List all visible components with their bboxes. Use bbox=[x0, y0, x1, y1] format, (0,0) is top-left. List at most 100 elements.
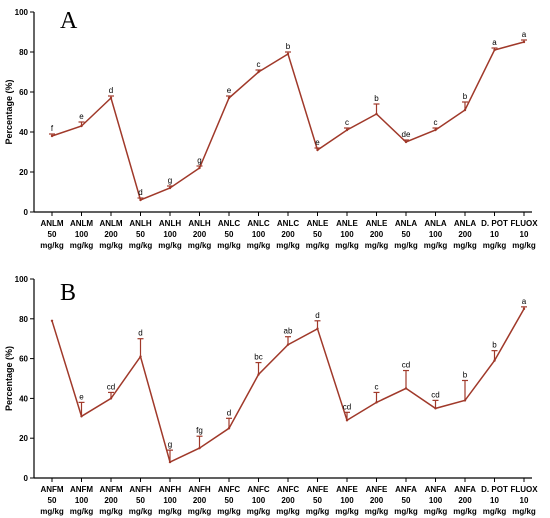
x-tick-label: mg/kg bbox=[70, 507, 94, 516]
significance-label: c bbox=[375, 382, 379, 391]
y-tick-label: 60 bbox=[19, 355, 28, 364]
data-point bbox=[434, 407, 437, 410]
significance-label: c bbox=[345, 118, 349, 127]
x-tick-label: ANFM bbox=[40, 485, 63, 494]
x-tick-label: ANFE bbox=[307, 485, 329, 494]
x-tick-label: ANFC bbox=[218, 485, 240, 494]
x-tick-label: mg/kg bbox=[217, 241, 241, 250]
data-point bbox=[109, 96, 113, 100]
significance-label: cd bbox=[343, 402, 351, 411]
x-tick-label: mg/kg bbox=[394, 241, 418, 250]
y-axis-title: Percentage (%) bbox=[4, 79, 14, 144]
y-tick-label: 0 bbox=[24, 208, 29, 217]
significance-label: cd bbox=[107, 382, 115, 391]
data-point bbox=[522, 307, 526, 311]
x-tick-label: mg/kg bbox=[129, 241, 153, 250]
x-tick-label: FLUOX bbox=[510, 219, 538, 228]
x-tick-label: 200 bbox=[193, 230, 207, 239]
data-point bbox=[375, 401, 378, 404]
x-tick-label: ANFM bbox=[70, 485, 93, 494]
data-point bbox=[404, 140, 408, 144]
x-tick-label: ANFH bbox=[129, 485, 151, 494]
data-point bbox=[493, 359, 496, 362]
y-tick-label: 40 bbox=[19, 128, 28, 137]
x-tick-label: mg/kg bbox=[306, 241, 330, 250]
x-tick-label: ANLA bbox=[395, 219, 417, 228]
data-point bbox=[198, 166, 201, 170]
x-tick-label: mg/kg bbox=[158, 241, 182, 250]
y-tick-label: 80 bbox=[19, 48, 28, 57]
data-point bbox=[50, 319, 54, 322]
x-tick-label: mg/kg bbox=[512, 241, 536, 250]
x-tick-label: mg/kg bbox=[188, 507, 212, 516]
data-point bbox=[139, 355, 142, 358]
x-tick-label: mg/kg bbox=[394, 507, 418, 516]
x-tick-label: 200 bbox=[370, 496, 384, 505]
x-tick-label: mg/kg bbox=[424, 507, 448, 516]
x-tick-label: 200 bbox=[281, 496, 295, 505]
x-tick-label: mg/kg bbox=[483, 241, 507, 250]
x-tick-label: mg/kg bbox=[365, 241, 389, 250]
data-point bbox=[257, 373, 260, 376]
data-point bbox=[50, 134, 54, 138]
x-tick-label: 10 bbox=[520, 496, 529, 505]
significance-label: de bbox=[402, 130, 411, 139]
x-tick-label: mg/kg bbox=[276, 241, 300, 250]
x-tick-label: mg/kg bbox=[424, 241, 448, 250]
x-tick-label: 50 bbox=[48, 496, 57, 505]
x-tick-label: ANFA bbox=[425, 485, 447, 494]
x-tick-label: ANFC bbox=[277, 485, 299, 494]
x-tick-label: D. POT bbox=[481, 219, 508, 228]
significance-label: g bbox=[197, 156, 201, 165]
significance-label: b bbox=[463, 370, 468, 379]
x-tick-label: mg/kg bbox=[306, 507, 330, 516]
x-tick-label: ANLM bbox=[99, 219, 122, 228]
x-tick-label: mg/kg bbox=[365, 507, 389, 516]
significance-label: f bbox=[51, 124, 54, 133]
x-tick-label: mg/kg bbox=[99, 241, 123, 250]
data-point bbox=[316, 148, 319, 152]
data-point bbox=[345, 419, 349, 422]
data-point bbox=[80, 124, 83, 128]
x-tick-label: 50 bbox=[136, 496, 145, 505]
x-tick-label: 100 bbox=[429, 230, 443, 239]
x-tick-label: 100 bbox=[340, 230, 354, 239]
significance-label: e bbox=[315, 138, 320, 147]
x-tick-label: 50 bbox=[402, 496, 411, 505]
data-point bbox=[522, 40, 526, 44]
x-tick-label: FLUOX bbox=[510, 485, 538, 494]
panel-b: B 0 20 40 60 80 100 Percentage (%) ANFM 50 mg/kg AN… bbox=[4, 275, 538, 516]
significance-label: b bbox=[374, 94, 379, 103]
y-tick-label: 40 bbox=[19, 394, 28, 403]
x-tick-label: ANFE bbox=[336, 485, 358, 494]
x-tick-label: mg/kg bbox=[40, 241, 64, 250]
significance-label: d bbox=[138, 329, 142, 338]
y-tick-label: 100 bbox=[15, 275, 29, 284]
y-axis-title: Percentage (%) bbox=[4, 346, 14, 411]
x-tick-label: mg/kg bbox=[453, 507, 477, 516]
x-tick-label: mg/kg bbox=[335, 241, 359, 250]
data-point bbox=[434, 128, 437, 132]
x-tick-label: ANFA bbox=[395, 485, 417, 494]
y-tick-label: 0 bbox=[24, 474, 29, 483]
significance-label: c bbox=[434, 118, 438, 127]
x-tick-label: 50 bbox=[136, 230, 145, 239]
x-tick-label: 100 bbox=[429, 496, 443, 505]
data-point bbox=[286, 343, 290, 346]
x-tick-label: 100 bbox=[252, 496, 266, 505]
significance-label: b bbox=[492, 341, 497, 350]
x-tick-label: 10 bbox=[520, 230, 529, 239]
significance-label: a bbox=[492, 38, 497, 47]
x-tick-label: ANFA bbox=[454, 485, 476, 494]
x-tick-label: mg/kg bbox=[276, 507, 300, 516]
x-tick-label: mg/kg bbox=[188, 241, 212, 250]
x-tick-label: ANLA bbox=[454, 219, 476, 228]
x-tick-label: mg/kg bbox=[70, 241, 94, 250]
x-tick-label: ANLA bbox=[424, 219, 446, 228]
x-tick-label: ANLC bbox=[218, 219, 240, 228]
x-tick-label: ANLH bbox=[129, 219, 151, 228]
x-tick-label: ANFH bbox=[188, 485, 210, 494]
data-point bbox=[404, 387, 408, 390]
x-tick-label: mg/kg bbox=[247, 241, 271, 250]
